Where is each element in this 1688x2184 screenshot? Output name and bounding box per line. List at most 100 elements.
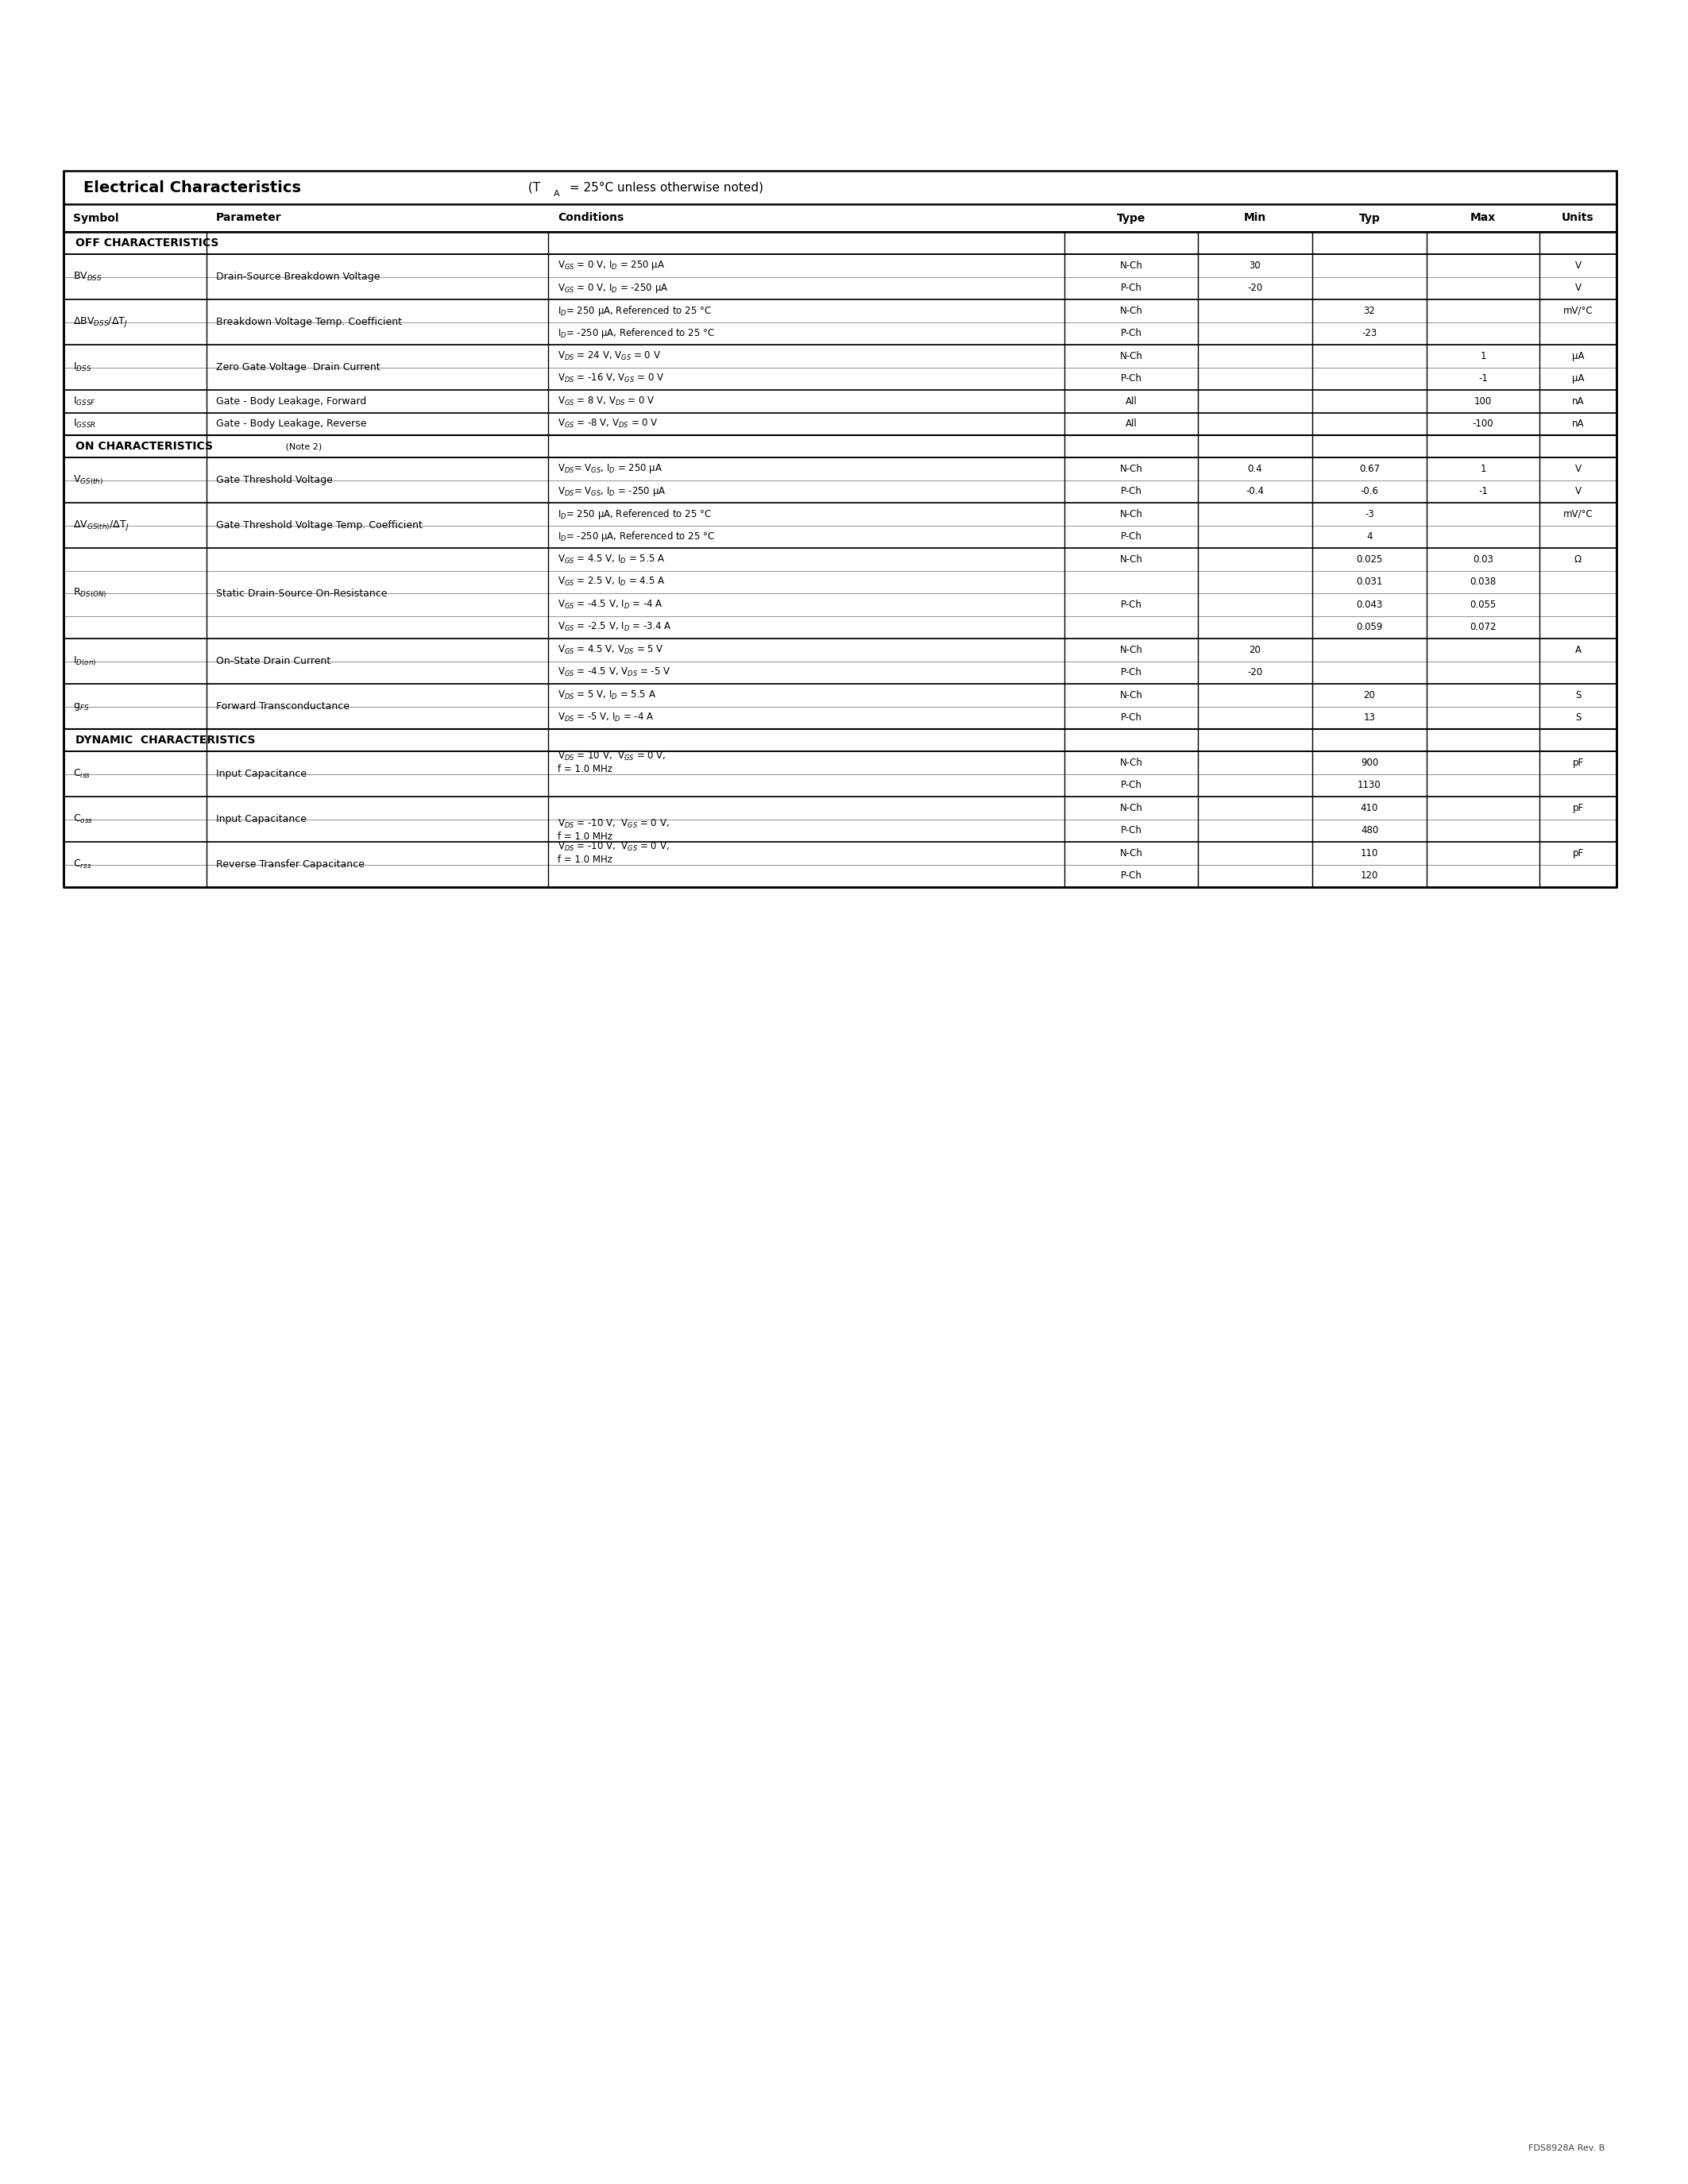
- Text: P-Ch: P-Ch: [1121, 712, 1141, 723]
- Text: V$_{GS}$ = 0 V, I$_{D}$ = -250 μA: V$_{GS}$ = 0 V, I$_{D}$ = -250 μA: [557, 282, 668, 295]
- Text: Static Drain-Source On-Resistance: Static Drain-Source On-Resistance: [216, 587, 387, 598]
- Text: 0.67: 0.67: [1359, 463, 1379, 474]
- Text: Max: Max: [1470, 212, 1496, 223]
- Text: nA: nA: [1572, 419, 1583, 428]
- Text: C$_{iss}$: C$_{iss}$: [73, 769, 91, 780]
- Text: Parameter: Parameter: [216, 212, 282, 223]
- Text: 480: 480: [1361, 826, 1379, 836]
- Text: N-Ch: N-Ch: [1119, 804, 1143, 812]
- Text: 100: 100: [1474, 395, 1492, 406]
- Text: Conditions: Conditions: [557, 212, 625, 223]
- Text: V$_{DS}$ = 5 V, I$_{D}$ = 5.5 A: V$_{DS}$ = 5 V, I$_{D}$ = 5.5 A: [557, 690, 657, 701]
- Text: 32: 32: [1364, 306, 1376, 317]
- Text: P-Ch: P-Ch: [1121, 284, 1141, 293]
- Text: I$_{DSS}$: I$_{DSS}$: [73, 360, 91, 373]
- Text: V$_{DS}$ = -5 V, I$_{D}$ = -4 A: V$_{DS}$ = -5 V, I$_{D}$ = -4 A: [557, 712, 653, 723]
- Text: V$_{GS}$ = -8 V, V$_{DS}$ = 0 V: V$_{GS}$ = -8 V, V$_{DS}$ = 0 V: [557, 417, 658, 430]
- Text: V$_{DS}$= V$_{GS}$, I$_{D}$ = -250 μA: V$_{DS}$= V$_{GS}$, I$_{D}$ = -250 μA: [557, 485, 667, 498]
- Text: V$_{GS}$ = 2.5 V, I$_{D}$ = 4.5 A: V$_{GS}$ = 2.5 V, I$_{D}$ = 4.5 A: [557, 577, 665, 587]
- Text: Forward Transconductance: Forward Transconductance: [216, 701, 349, 712]
- Text: Gate - Body Leakage, Reverse: Gate - Body Leakage, Reverse: [216, 419, 366, 428]
- Text: Ω: Ω: [1575, 555, 1582, 563]
- Text: N-Ch: N-Ch: [1119, 352, 1143, 360]
- Text: 0.055: 0.055: [1470, 598, 1496, 609]
- Text: -23: -23: [1362, 328, 1377, 339]
- Text: 0.043: 0.043: [1355, 598, 1382, 609]
- Text: V$_{GS(th)}$: V$_{GS(th)}$: [73, 474, 103, 487]
- Text: V$_{GS}$ = -4.5 V, I$_{D}$ = -4 A: V$_{GS}$ = -4.5 V, I$_{D}$ = -4 A: [557, 598, 663, 612]
- Text: 0.025: 0.025: [1355, 555, 1382, 563]
- Text: V: V: [1575, 284, 1582, 293]
- Text: -100: -100: [1472, 419, 1494, 428]
- Text: V$_{DS}$ = -10 V,  V$_{GS}$ = 0 V,: V$_{DS}$ = -10 V, V$_{GS}$ = 0 V,: [557, 819, 670, 830]
- Text: Symbol: Symbol: [73, 212, 118, 223]
- Text: P-Ch: P-Ch: [1121, 531, 1141, 542]
- Text: Gate Threshold Voltage Temp. Coefficient: Gate Threshold Voltage Temp. Coefficient: [216, 520, 422, 531]
- Text: V$_{GS}$ = 4.5 V, I$_{D}$ = 5.5 A: V$_{GS}$ = 4.5 V, I$_{D}$ = 5.5 A: [557, 553, 665, 566]
- Text: V$_{GS}$ = -4.5 V, V$_{DS}$ = -5 V: V$_{GS}$ = -4.5 V, V$_{DS}$ = -5 V: [557, 666, 670, 679]
- Text: Typ: Typ: [1359, 212, 1381, 223]
- Text: -0.6: -0.6: [1361, 487, 1379, 496]
- Bar: [64, 170, 1617, 887]
- Text: 0.031: 0.031: [1355, 577, 1382, 587]
- Text: P-Ch: P-Ch: [1121, 328, 1141, 339]
- Text: V$_{GS}$ = 8 V, V$_{DS}$ = 0 V: V$_{GS}$ = 8 V, V$_{DS}$ = 0 V: [557, 395, 655, 406]
- Text: Breakdown Voltage Temp. Coefficient: Breakdown Voltage Temp. Coefficient: [216, 317, 402, 328]
- Text: 1: 1: [1480, 463, 1485, 474]
- Text: I$_{GSSF}$: I$_{GSSF}$: [73, 395, 96, 406]
- Text: g$_{FS}$: g$_{FS}$: [73, 701, 89, 712]
- Text: Drain-Source Breakdown Voltage: Drain-Source Breakdown Voltage: [216, 271, 380, 282]
- Text: -20: -20: [1247, 284, 1263, 293]
- Text: -1: -1: [1479, 373, 1487, 384]
- Text: P-Ch: P-Ch: [1121, 598, 1141, 609]
- Text: V$_{GS}$ = 0 V, I$_{D}$ = 250 μA: V$_{GS}$ = 0 V, I$_{D}$ = 250 μA: [557, 260, 665, 271]
- Text: -1: -1: [1479, 487, 1487, 496]
- Text: (Note 2): (Note 2): [284, 443, 322, 450]
- Text: V$_{DS}$ = 10 V,  V$_{GS}$ = 0 V,: V$_{DS}$ = 10 V, V$_{GS}$ = 0 V,: [557, 751, 667, 762]
- Text: = 25°C unless otherwise noted): = 25°C unless otherwise noted): [565, 181, 763, 194]
- Text: (T: (T: [525, 181, 540, 194]
- Text: mV/°C: mV/°C: [1563, 509, 1593, 520]
- Text: V: V: [1575, 260, 1582, 271]
- Text: 20: 20: [1249, 644, 1261, 655]
- Text: FDS8928A Rev. B: FDS8928A Rev. B: [1528, 2145, 1605, 2151]
- Text: N-Ch: N-Ch: [1119, 847, 1143, 858]
- Text: Gate Threshold Voltage: Gate Threshold Voltage: [216, 474, 333, 485]
- Text: pF: pF: [1573, 804, 1583, 812]
- Text: A: A: [554, 190, 560, 199]
- Text: 410: 410: [1361, 804, 1379, 812]
- Text: Electrical Characteristics: Electrical Characteristics: [83, 179, 300, 194]
- Text: -20: -20: [1247, 668, 1263, 677]
- Text: ΔV$_{GS(th)}$/ΔT$_{J}$: ΔV$_{GS(th)}$/ΔT$_{J}$: [73, 518, 128, 533]
- Text: 0.03: 0.03: [1474, 555, 1494, 563]
- Text: S: S: [1575, 712, 1582, 723]
- Text: V$_{GS}$ = 4.5 V, V$_{DS}$ = 5 V: V$_{GS}$ = 4.5 V, V$_{DS}$ = 5 V: [557, 644, 663, 655]
- Text: 900: 900: [1361, 758, 1379, 769]
- Text: I$_{D}$= -250 μA, Referenced to 25 °C: I$_{D}$= -250 μA, Referenced to 25 °C: [557, 531, 716, 544]
- Text: I$_{D}$= 250 μA, Referenced to 25 °C: I$_{D}$= 250 μA, Referenced to 25 °C: [557, 304, 712, 317]
- Text: 30: 30: [1249, 260, 1261, 271]
- Text: DYNAMIC  CHARACTERISTICS: DYNAMIC CHARACTERISTICS: [76, 734, 255, 745]
- Text: BV$_{DSS}$: BV$_{DSS}$: [73, 271, 103, 282]
- Text: S: S: [1575, 690, 1582, 701]
- Text: P-Ch: P-Ch: [1121, 373, 1141, 384]
- Text: V$_{DS}$ = -16 V, V$_{GS}$ = 0 V: V$_{DS}$ = -16 V, V$_{GS}$ = 0 V: [557, 373, 665, 384]
- Text: P-Ch: P-Ch: [1121, 668, 1141, 677]
- Text: Zero Gate Voltage  Drain Current: Zero Gate Voltage Drain Current: [216, 363, 380, 373]
- Text: N-Ch: N-Ch: [1119, 644, 1143, 655]
- Text: P-Ch: P-Ch: [1121, 826, 1141, 836]
- Text: Gate - Body Leakage, Forward: Gate - Body Leakage, Forward: [216, 395, 366, 406]
- Text: P-Ch: P-Ch: [1121, 780, 1141, 791]
- Text: V$_{DS}$= V$_{GS}$, I$_{D}$ = 250 μA: V$_{DS}$= V$_{GS}$, I$_{D}$ = 250 μA: [557, 463, 663, 476]
- Text: 0.038: 0.038: [1470, 577, 1496, 587]
- Text: V: V: [1575, 463, 1582, 474]
- Text: V$_{GS}$ = -2.5 V, I$_{D}$ = -3.4 A: V$_{GS}$ = -2.5 V, I$_{D}$ = -3.4 A: [557, 620, 672, 633]
- Text: 1: 1: [1480, 352, 1485, 360]
- Text: N-Ch: N-Ch: [1119, 463, 1143, 474]
- Text: Min: Min: [1244, 212, 1266, 223]
- Text: pF: pF: [1573, 758, 1583, 769]
- Text: N-Ch: N-Ch: [1119, 260, 1143, 271]
- Text: nA: nA: [1572, 395, 1583, 406]
- Text: 0.072: 0.072: [1470, 622, 1496, 633]
- Text: f = 1.0 MHz: f = 1.0 MHz: [557, 832, 613, 843]
